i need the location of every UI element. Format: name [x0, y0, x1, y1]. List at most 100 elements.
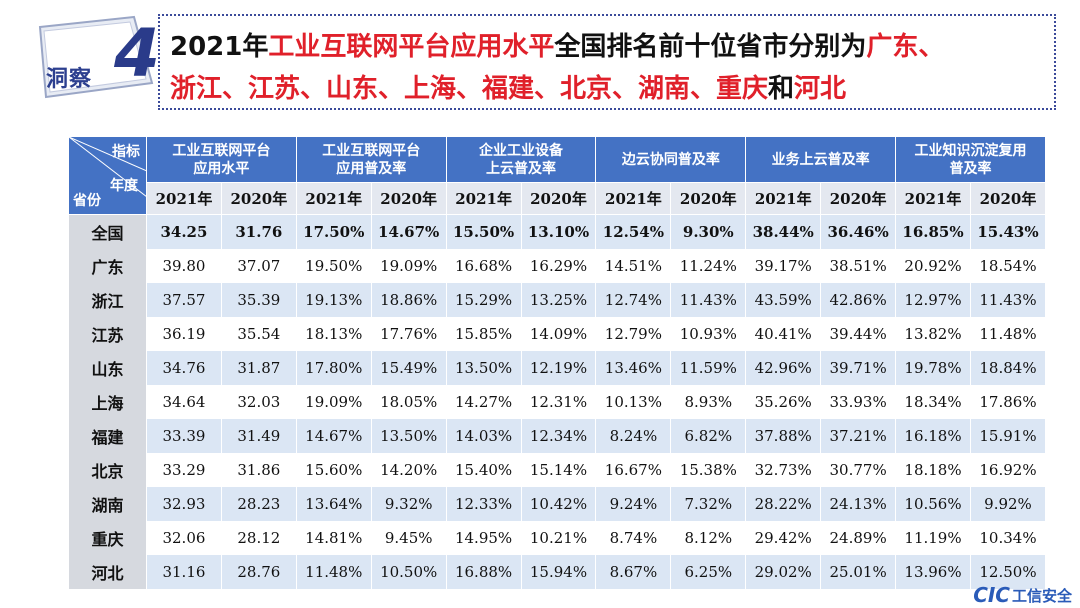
value-cell: 37.21%	[820, 418, 897, 453]
value-cell: 10.56%	[895, 486, 971, 521]
table-row: 浙江 37.57 35.39 19.13% 18.86% 15.29% 13.25% 12.7…	[68, 282, 1047, 317]
value-cell: 16.68%	[445, 248, 522, 283]
value-cell: 12.54%	[595, 214, 672, 249]
metric-header-line: 普及率	[949, 160, 992, 177]
year-header: 2020年	[220, 182, 297, 215]
value-cell: 8.74%	[595, 520, 672, 555]
metric-header: 业务上云普及率	[745, 136, 897, 183]
value-cell: 19.78%	[895, 350, 971, 385]
metric-header-line: 工业互联网平台	[322, 142, 421, 159]
value-cell: 19.09%	[370, 248, 447, 283]
ranking-table: 指标 年度 省份 工业互联网平台 应用水平 工业互联网平台 应用普及率 企业工业设备 上云…	[68, 136, 1047, 589]
province-cell: 全国	[68, 214, 147, 249]
table-row: 上海 34.64 32.03 19.09% 18.05% 14.27% 12.31% 10.1…	[68, 384, 1047, 419]
value-cell: 31.86	[220, 452, 297, 487]
value-cell: 14.81%	[295, 520, 372, 555]
value-cell: 11.19%	[895, 520, 971, 555]
metric-header: 边云协同普及率	[595, 136, 747, 183]
province-cell: 重庆	[68, 520, 147, 555]
corner-province-label: 省份	[73, 193, 101, 209]
value-cell: 14.27%	[445, 384, 522, 419]
value-cell: 11.48%	[969, 316, 1047, 351]
value-cell: 15.38%	[670, 452, 747, 487]
value-cell: 34.64	[146, 384, 222, 419]
value-cell: 17.50%	[295, 214, 372, 249]
value-cell: 17.76%	[370, 316, 447, 351]
province-cell: 上海	[68, 384, 147, 419]
value-cell: 34.76	[146, 350, 222, 385]
value-cell: 12.19%	[520, 350, 597, 385]
value-cell: 35.26%	[745, 384, 822, 419]
value-cell: 11.48%	[295, 554, 372, 589]
year-header: 2021年	[595, 182, 672, 215]
value-cell: 15.40%	[445, 452, 522, 487]
title-highlight: 工业互联网平台应用水平	[268, 32, 555, 62]
value-cell: 10.21%	[520, 520, 597, 555]
value-cell: 33.39	[146, 418, 222, 453]
value-cell: 29.02%	[745, 554, 822, 589]
value-cell: 13.50%	[445, 350, 522, 385]
province-cell: 浙江	[68, 282, 147, 317]
badge-label: 洞察	[46, 67, 93, 92]
title-text: 和	[768, 74, 795, 104]
value-cell: 14.67%	[295, 418, 372, 453]
value-cell: 18.54%	[969, 248, 1047, 283]
value-cell: 14.95%	[445, 520, 522, 555]
value-cell: 15.85%	[445, 316, 522, 351]
metric-header-line: 上云普及率	[486, 160, 557, 177]
value-cell: 16.88%	[445, 554, 522, 589]
value-cell: 18.18%	[895, 452, 971, 487]
metric-header-line: 业务上云普及率	[771, 151, 870, 168]
value-cell: 17.86%	[969, 384, 1047, 419]
year-header: 2020年	[520, 182, 597, 215]
value-cell: 12.34%	[520, 418, 597, 453]
value-cell: 15.49%	[370, 350, 447, 385]
province-cell: 山东	[68, 350, 147, 385]
logo-text: 工信安全	[1011, 586, 1072, 605]
value-cell: 10.42%	[520, 486, 597, 521]
value-cell: 39.17%	[745, 248, 822, 283]
value-cell: 36.46%	[820, 214, 897, 249]
table-corner-header: 指标 年度 省份	[68, 136, 147, 215]
value-cell: 25.01%	[820, 554, 897, 589]
value-cell: 36.19	[146, 316, 222, 351]
value-cell: 16.67%	[595, 452, 672, 487]
value-cell: 8.67%	[595, 554, 672, 589]
value-cell: 15.60%	[295, 452, 372, 487]
value-cell: 16.29%	[520, 248, 597, 283]
value-cell: 18.34%	[895, 384, 971, 419]
value-cell: 42.86%	[820, 282, 897, 317]
metric-header-line: 企业工业设备	[479, 142, 564, 159]
value-cell: 10.34%	[969, 520, 1047, 555]
metric-header-line: 工业互联网平台	[172, 142, 271, 159]
metric-header-line: 工业知识沉淀复用	[914, 142, 1027, 159]
value-cell: 12.33%	[445, 486, 522, 521]
value-cell: 9.92%	[969, 486, 1047, 521]
table-row: 福建 33.39 31.49 14.67% 13.50% 14.03% 12.34% 8.24…	[68, 418, 1047, 453]
value-cell: 35.39	[220, 282, 297, 317]
value-cell: 32.73%	[745, 452, 822, 487]
value-cell: 39.44%	[820, 316, 897, 351]
value-cell: 28.12	[220, 520, 297, 555]
value-cell: 13.50%	[370, 418, 447, 453]
value-cell: 13.64%	[295, 486, 372, 521]
value-cell: 31.16	[146, 554, 222, 589]
value-cell: 14.51%	[595, 248, 672, 283]
value-cell: 12.79%	[595, 316, 672, 351]
cic-logo: CIC 工信安全	[973, 583, 1072, 607]
title-text: 2021年	[170, 32, 269, 62]
table-row: 全国 34.25 31.76 17.50% 14.67% 15.50% 13.10% 12.5…	[68, 214, 1047, 249]
value-cell: 30.77%	[820, 452, 897, 487]
metric-header-line: 应用水平	[193, 160, 250, 177]
value-cell: 7.32%	[670, 486, 747, 521]
value-cell: 10.50%	[370, 554, 447, 589]
year-header: 2021年	[146, 182, 222, 215]
badge-shape	[38, 15, 154, 99]
value-cell: 29.42%	[745, 520, 822, 555]
value-cell: 8.93%	[670, 384, 747, 419]
value-cell: 38.51%	[820, 248, 897, 283]
year-header: 2021年	[445, 182, 522, 215]
value-cell: 13.25%	[520, 282, 597, 317]
value-cell: 17.80%	[295, 350, 372, 385]
value-cell: 43.59%	[745, 282, 822, 317]
